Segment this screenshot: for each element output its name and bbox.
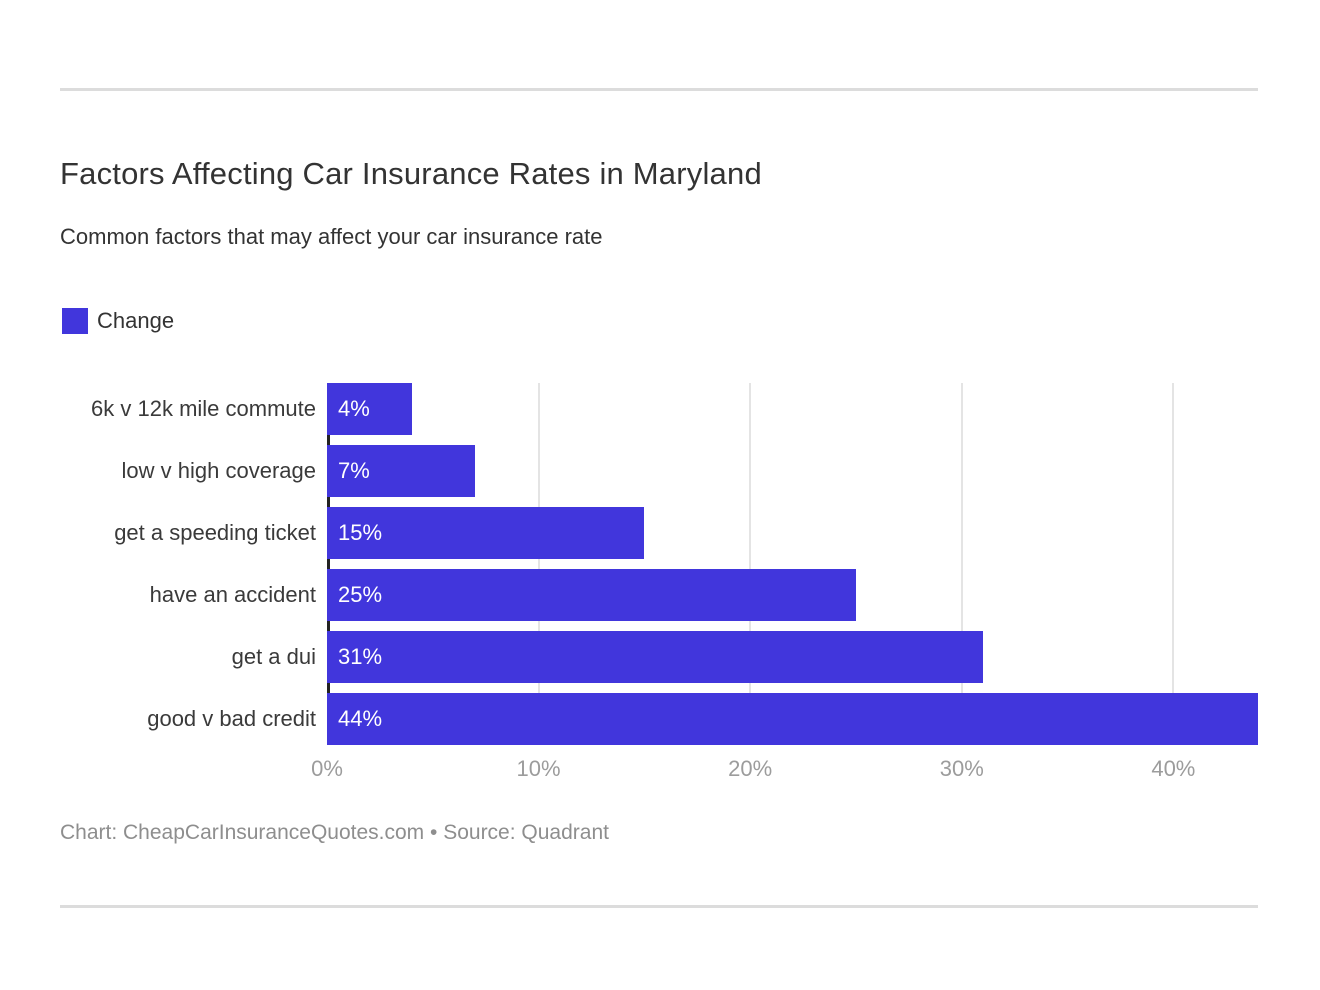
bar-chart: 6k v 12k mile commute 4% low v high covera… [60, 383, 1258, 786]
y-axis-line [327, 383, 330, 745]
x-tick-label: 10% [516, 756, 561, 781]
bar-track: 25% [327, 569, 1258, 621]
category-label: have an accident [149, 582, 316, 607]
top-divider [60, 88, 1258, 91]
bar-value-label: 44% [338, 706, 383, 731]
bar-track: 4% [327, 383, 1258, 435]
x-axis: 0% 10% 20% 30% 40% [311, 756, 1258, 786]
bar-value-label: 15% [338, 520, 383, 545]
bar: 15% [327, 507, 645, 559]
chart-row: 6k v 12k mile commute 4% [60, 383, 1258, 435]
bar-value-label: 4% [338, 396, 370, 421]
chart-row: low v high coverage 7% [60, 445, 1258, 497]
bar-value-label: 7% [338, 458, 370, 483]
chart-row: have an accident 25% [60, 569, 1258, 621]
bar-value-label: 25% [338, 582, 383, 607]
category-label: get a speeding ticket [114, 520, 316, 545]
source-credit: Chart: CheapCarInsuranceQuotes.com • Sou… [60, 821, 609, 844]
legend-label: Change [97, 308, 175, 333]
gridline [1172, 383, 1175, 745]
bar-value-label: 31% [338, 644, 383, 669]
bar: 4% [327, 383, 412, 435]
bar-track: 31% [327, 631, 1258, 683]
bar: 7% [327, 445, 476, 497]
category-label: 6k v 12k mile commute [91, 396, 316, 421]
bottom-divider [60, 905, 1258, 908]
category-label: good v bad credit [147, 706, 316, 731]
x-tick-label: 30% [939, 756, 984, 781]
gridline [749, 383, 752, 745]
chart-rows: 6k v 12k mile commute 4% low v high covera… [60, 383, 1258, 745]
x-tick-label: 40% [1151, 756, 1196, 781]
bar-track: 7% [327, 445, 1258, 497]
page-title: Factors Affecting Car Insurance Rates in… [60, 156, 762, 191]
grid-layer [327, 383, 1258, 745]
legend: Change [62, 308, 174, 334]
chart-body: 6k v 12k mile commute 4% low v high covera… [60, 383, 1258, 745]
x-tick-label: 0% [311, 756, 343, 781]
bar-track: 15% [327, 507, 1258, 559]
page-subtitle: Common factors that may affect your car … [60, 224, 603, 249]
chart-row: get a dui 31% [60, 631, 1258, 683]
gridline [537, 383, 540, 745]
category-label: low v high coverage [121, 458, 316, 483]
gridline [960, 383, 963, 745]
bar: 44% [327, 693, 1258, 745]
chart-row: get a speeding ticket 15% [60, 507, 1258, 559]
bar: 31% [327, 631, 983, 683]
bar-track: 44% [327, 693, 1258, 745]
x-tick-label: 20% [728, 756, 773, 781]
bar: 25% [327, 569, 856, 621]
legend-swatch-icon [62, 308, 88, 334]
chart-row: good v bad credit 44% [60, 693, 1258, 745]
category-label: get a dui [231, 644, 316, 669]
